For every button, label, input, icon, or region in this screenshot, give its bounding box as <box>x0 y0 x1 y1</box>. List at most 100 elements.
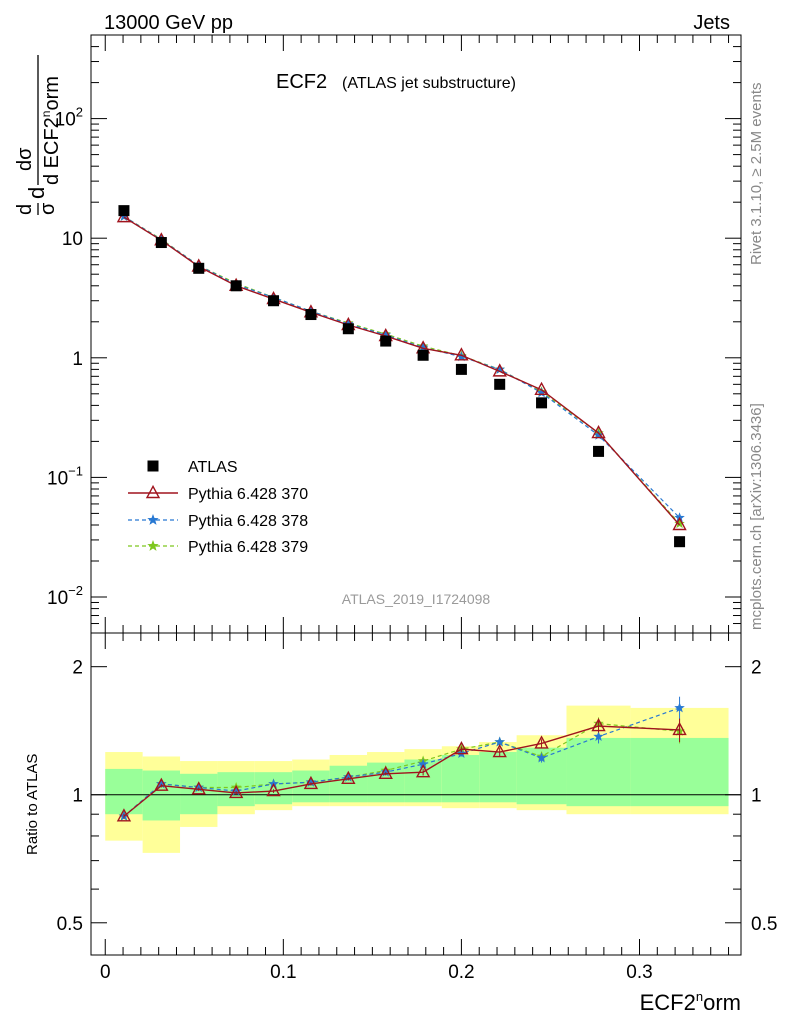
main-square-point <box>305 309 317 321</box>
x-axis-label-sup: n <box>696 989 703 1004</box>
x-axis-label-rest: orm <box>703 990 741 1015</box>
rivet-label: Rivet 3.1.10, ≥ 2.5M events <box>748 83 765 266</box>
ratio-y-tick-label-right: 1 <box>751 786 762 807</box>
ratio-triangle-point <box>266 783 281 797</box>
ratio-triangle-point <box>415 764 431 778</box>
ratio-star-point <box>536 752 547 763</box>
main-y-tick-base: 10 <box>47 588 68 609</box>
ratio-y-tick-label-left: 0.5 <box>57 914 83 935</box>
ratio-star-point <box>593 731 604 742</box>
main-square-point <box>268 295 280 307</box>
main-square-point <box>593 445 605 457</box>
legend-marker <box>147 540 159 551</box>
ratio-star-point <box>343 771 354 782</box>
main-y-tick-label: 10 <box>62 229 83 250</box>
x-tick-label: 0 <box>100 962 111 983</box>
ratio-triangle-point <box>191 781 206 795</box>
ratio-triangle-point <box>378 765 393 779</box>
ratio-inner-band <box>479 752 517 803</box>
legend-marker <box>147 514 159 525</box>
main-y-label-d2: d <box>24 187 49 199</box>
legend-label: Pythia 6.428 378 <box>188 513 308 530</box>
main-y-tick-exp: −2 <box>68 583 83 598</box>
x-axis-label-text: ECF2norm <box>640 989 741 1015</box>
ratio-y-tick-label-left: 2 <box>72 658 83 679</box>
chart-subtitle: (ATLAS jet substructure) <box>342 75 516 92</box>
main-square-point <box>494 378 506 390</box>
main-y-label-num: dσ <box>14 147 36 171</box>
ratio-triangle-point <box>591 718 606 732</box>
main-y-tick-label: 102 <box>55 105 83 131</box>
ratio-series-line <box>123 707 680 817</box>
main-triangle-point <box>492 363 507 377</box>
ratio-triangle-point <box>228 784 244 799</box>
ratio-triangle-point <box>492 743 507 758</box>
main-square-point <box>380 335 392 347</box>
main-triangle-point <box>672 516 687 531</box>
ratio-triangle-point <box>672 721 687 736</box>
main-triangle-point <box>534 381 549 396</box>
ratio-star-point <box>674 702 685 713</box>
main-square-point <box>193 262 205 274</box>
main-y-label-den-sup: n <box>39 111 53 118</box>
main-y-tick-base: 10 <box>47 468 68 489</box>
ratio-y-axis-label: Ratio to ATLAS <box>24 754 41 855</box>
ratio-inner-band <box>105 768 143 815</box>
ratio-y-tick-label-left: 1 <box>72 786 83 807</box>
main-y-label-sigma-frac: σ <box>37 202 59 215</box>
ratio-star-point <box>305 776 317 787</box>
main-y-label-d: d <box>14 204 36 215</box>
main-square-point <box>155 237 167 249</box>
main-star-point <box>494 363 505 374</box>
legend: ATLAS Pythia 6.428 370 Pythia 6.428 378 Pyt… <box>128 459 308 556</box>
mcplots-label: mcplots.cern.ch [arXiv:1306.3436] <box>748 403 765 630</box>
x-axis-label: ECF2norm <box>640 989 741 1015</box>
x-tick-label: 0.3 <box>626 962 652 983</box>
main-y-tick-label: 1 <box>72 349 83 370</box>
x-tick-label: 0.1 <box>270 962 296 983</box>
main-plot-layer <box>116 205 687 548</box>
main-square-point <box>230 280 242 292</box>
ratio-triangle-point <box>154 777 169 791</box>
ratio-triangle-point <box>454 741 469 755</box>
main-y-tick-base: 10 <box>55 110 76 131</box>
analysis-label: ATLAS_2019_I1724098 <box>342 591 491 607</box>
ratio-series-line <box>123 725 680 817</box>
main-y-tick-base: 10 <box>62 229 83 250</box>
main-star-point <box>456 351 467 362</box>
ratio-frame <box>90 632 742 956</box>
ratio-inner-band <box>566 737 631 807</box>
ratio-inner-band <box>630 737 729 807</box>
legend-marker <box>147 460 159 472</box>
main-star-point <box>417 341 429 352</box>
chart-title: ECF2 <box>276 71 327 93</box>
main-square-point <box>417 349 429 361</box>
main-star-point <box>593 429 604 440</box>
ratio-star-point <box>156 778 167 789</box>
ratio-star-point <box>417 758 429 769</box>
ratio-triangle-point <box>303 775 319 790</box>
ratio-triangle-point <box>116 808 132 822</box>
ratio-panel: 0.5 0.5 1 1 2 2 0 0.1 0.2 0.3 <box>57 632 777 983</box>
main-y-tick-label: 10−2 <box>47 583 83 609</box>
ratio-y-tick-label-right: 0.5 <box>751 914 777 935</box>
ratio-plot-layer <box>116 696 687 822</box>
main-y-tick-exp: 2 <box>76 105 83 120</box>
ratio-triangle-point <box>341 770 356 785</box>
main-square-point <box>455 363 467 375</box>
x-tick-label: 0.2 <box>448 962 474 983</box>
main-square-point <box>674 536 686 548</box>
ratio-triangle-point <box>534 735 549 749</box>
ratio-star-point <box>494 736 505 747</box>
main-square-point <box>342 323 354 335</box>
header-right: Jets <box>693 12 730 34</box>
main-triangle-point <box>454 347 469 361</box>
x-axis-label-base: ECF2 <box>640 990 696 1015</box>
main-y-tick-label: 10−1 <box>47 463 83 489</box>
legend-label: ATLAS <box>188 459 238 476</box>
main-y-tick-exp: −1 <box>68 463 83 478</box>
legend-label: Pythia 6.428 370 <box>188 486 308 503</box>
ratio-star-point <box>193 781 204 792</box>
